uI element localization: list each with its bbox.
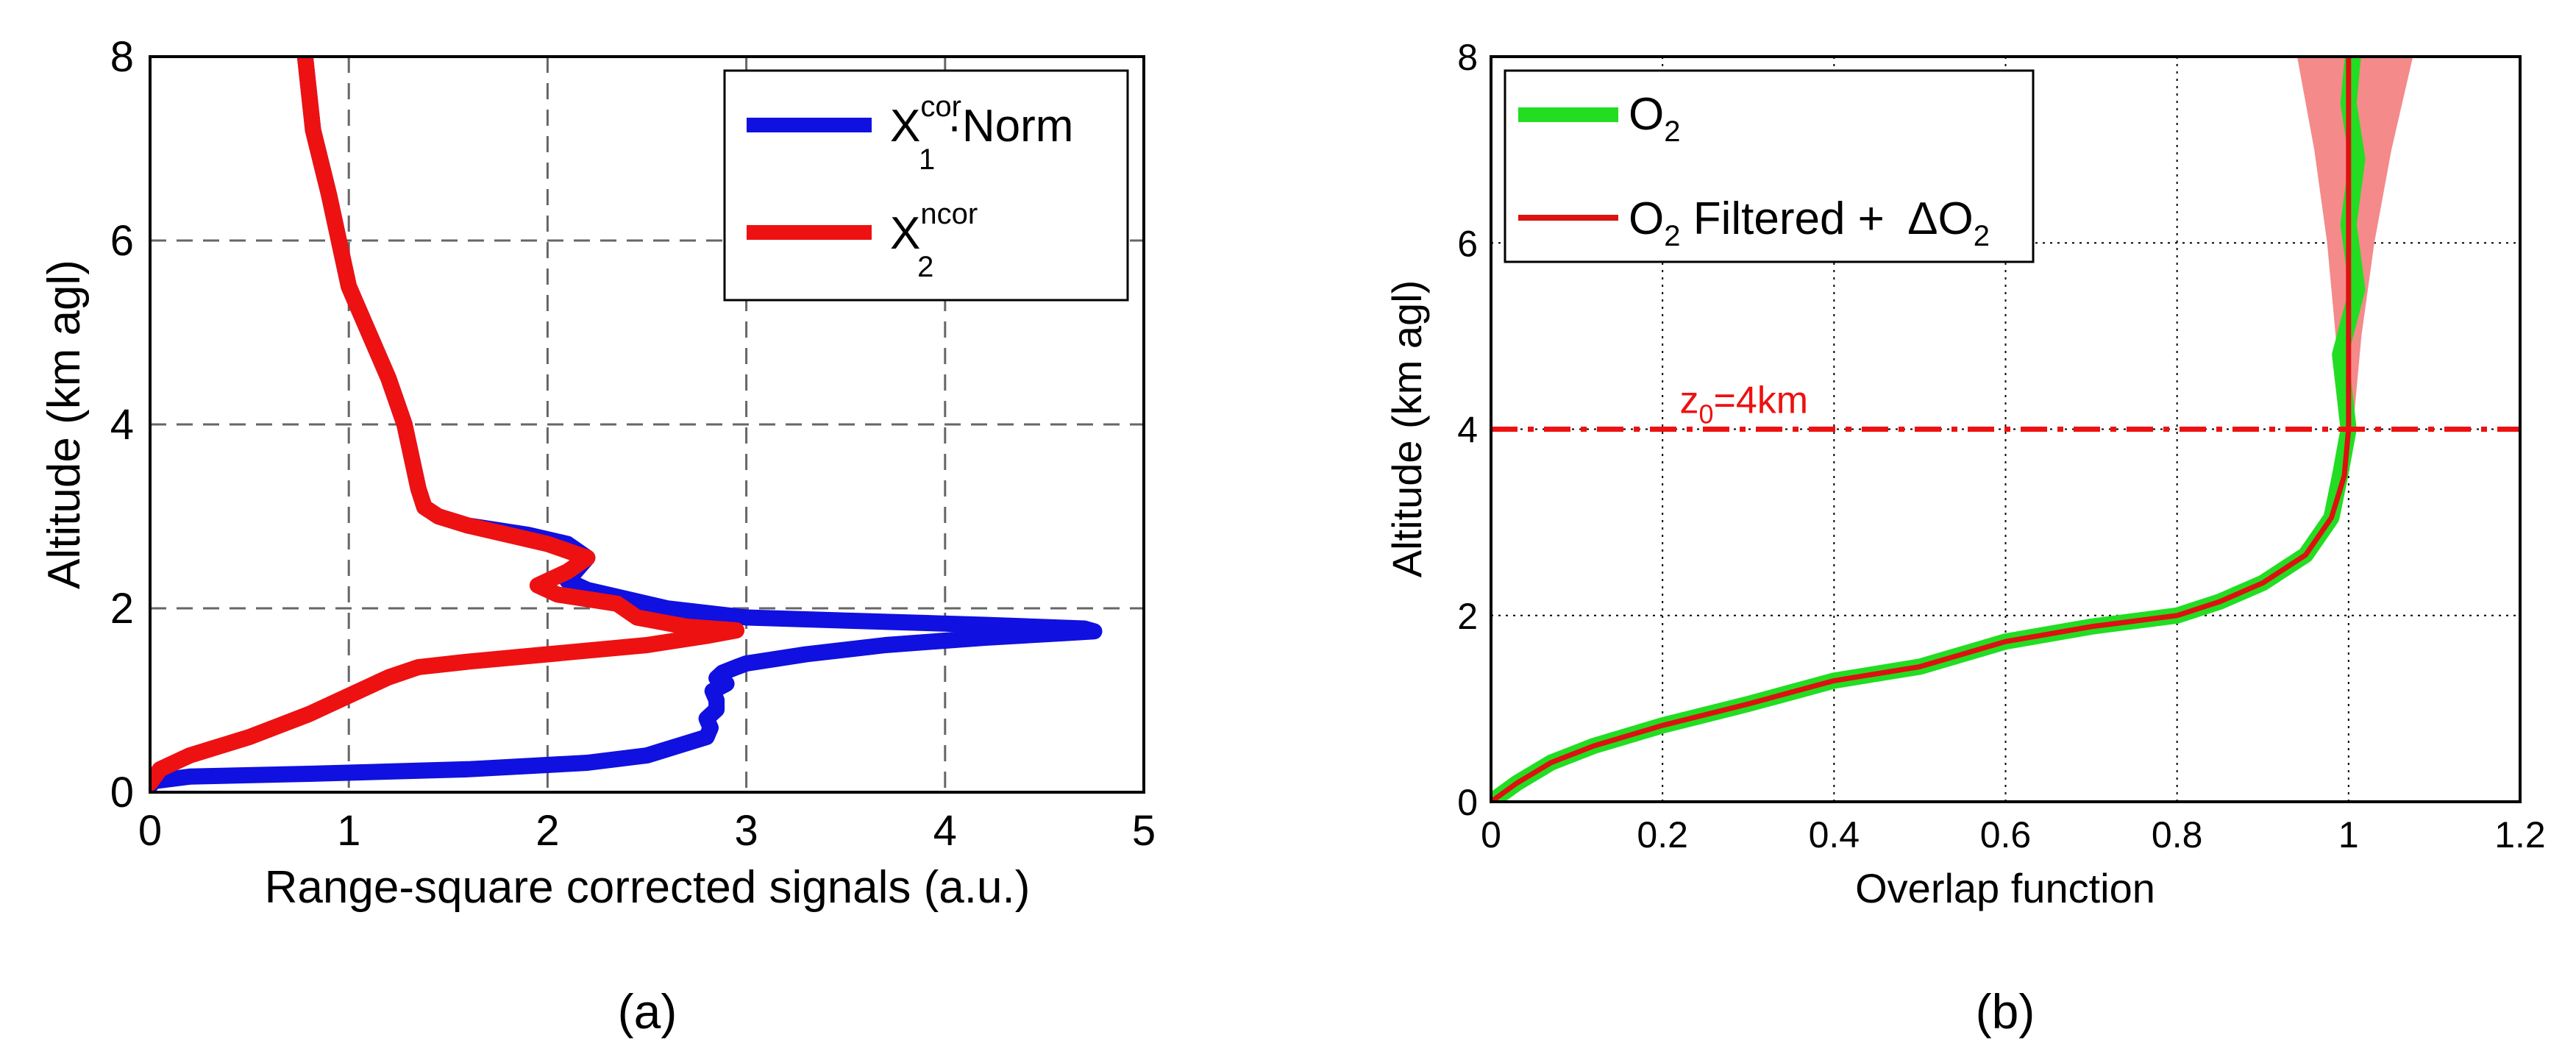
y-tick-label-b: 6 <box>1457 223 1478 264</box>
legend-b: O2 O2 Filtered + ΔO2 <box>1504 69 2035 263</box>
y-tick-label-a: 8 <box>110 33 134 81</box>
y-axis-label-b: Altitude (km agl) <box>1384 280 1430 578</box>
x-tick-label-b: 1.2 <box>2494 814 2546 855</box>
axes-frame-a <box>149 55 1145 794</box>
legend-a: Xcor 1·Norm Xncor 2 <box>723 69 1129 302</box>
legend-box-b <box>1504 69 2035 263</box>
y-tick-label-a: 6 <box>110 217 134 265</box>
chart-panel-b: 0 0.2 0.4 0.6 0.8 1 1.2 0 2 4 6 8 z0=4km O2 O2 Filt… <box>1384 37 2546 911</box>
y-tick-label-a: 2 <box>110 585 134 633</box>
x-tick-label-b: 0.6 <box>1980 814 2032 855</box>
legend-a-label-1: Xcor 1·Norm <box>890 90 1073 176</box>
x-tick-label-a: 3 <box>734 807 758 855</box>
legend-a-label-2: Xncor 2 <box>890 198 978 283</box>
y-axis-label-a: Altitude (km agl) <box>39 260 90 589</box>
series-line-o2-filtered <box>1491 57 2352 802</box>
x-tick-label-a: 2 <box>536 807 559 855</box>
x-tick-label-b: 0 <box>1481 814 1501 855</box>
legend-b-label-2: O2 Filtered + ΔO2 <box>1629 193 1990 252</box>
y-tick-label-b: 2 <box>1457 596 1478 637</box>
caption-a: (a) <box>618 984 677 1039</box>
z0-annotation: z0=4km <box>1679 380 1808 430</box>
x-tick-label-b: 0.4 <box>1809 814 1860 855</box>
x-tick-label-a: 1 <box>337 807 360 855</box>
caption-b: (b) <box>1976 984 2035 1039</box>
ticks-b: 0 0.2 0.4 0.6 0.8 1 1.2 0 2 4 6 8 <box>1457 37 2546 855</box>
y-tick-label-b: 4 <box>1457 410 1478 451</box>
x-axis-label-b: Overlap function <box>1855 865 2155 911</box>
x-tick-label-b: 1 <box>2338 814 2359 855</box>
legend-box-a <box>723 69 1129 302</box>
y-tick-label-b: 0 <box>1457 782 1478 823</box>
x-tick-label-a: 4 <box>933 807 957 855</box>
x-tick-label-b: 0.8 <box>2152 814 2203 855</box>
chart-panel-a: 0 1 2 3 4 5 0 2 4 6 8 Xcor 1·Norm Xncor 2 Range-squa… <box>39 33 1156 913</box>
y-tick-label-a: 4 <box>110 401 134 449</box>
y-tick-label-b: 8 <box>1457 37 1478 78</box>
axes-frame-b <box>1490 55 2522 803</box>
series-line-x2ncor <box>150 57 745 791</box>
x-tick-label-b: 0.2 <box>1637 814 1688 855</box>
y-tick-label-a: 0 <box>110 769 134 816</box>
x-tick-label-a: 0 <box>138 807 162 855</box>
x-tick-label-a: 5 <box>1132 807 1156 855</box>
ticks-a: 0 1 2 3 4 5 0 2 4 6 8 <box>110 33 1156 855</box>
x-axis-label-a: Range-square corrected signals (a.u.) <box>265 862 1031 913</box>
legend-b-label-1: O2 <box>1629 89 1680 148</box>
